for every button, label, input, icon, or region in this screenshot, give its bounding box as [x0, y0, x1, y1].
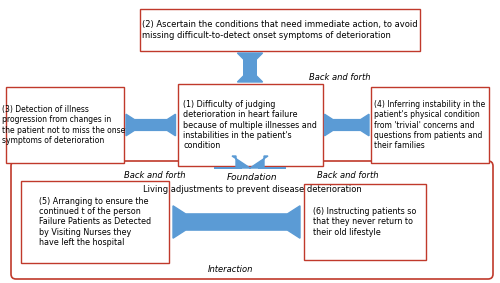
FancyBboxPatch shape	[178, 84, 322, 166]
Text: (2) Ascertain the conditions that need immediate action, to avoid
missing diffic: (2) Ascertain the conditions that need i…	[142, 20, 418, 40]
Text: (6) Instructing patients so
that they never return to
their old lifestyle: (6) Instructing patients so that they ne…	[314, 207, 416, 237]
FancyBboxPatch shape	[6, 87, 124, 163]
Text: Living adjustments to prevent disease deterioration: Living adjustments to prevent disease de…	[142, 185, 362, 194]
Polygon shape	[126, 114, 176, 136]
Text: Interaction: Interaction	[208, 265, 252, 275]
Text: (3) Detection of illness
progression from changes in
the patient not to miss the: (3) Detection of illness progression fro…	[2, 105, 128, 145]
FancyBboxPatch shape	[11, 161, 493, 279]
Text: Back and forth: Back and forth	[318, 170, 379, 179]
FancyBboxPatch shape	[304, 184, 426, 260]
Polygon shape	[173, 206, 300, 238]
Text: (5) Arranging to ensure the
continued t of the person
Failure Patients as Detect: (5) Arranging to ensure the continued t …	[39, 197, 151, 247]
Polygon shape	[238, 53, 262, 82]
FancyBboxPatch shape	[371, 87, 489, 163]
FancyBboxPatch shape	[140, 9, 420, 51]
Text: Back and forth: Back and forth	[124, 170, 186, 179]
Text: Foundation: Foundation	[226, 173, 278, 183]
FancyBboxPatch shape	[21, 181, 169, 263]
Text: (4) Inferring instability in the
patient's physical condition
from 'trivial' con: (4) Inferring instability in the patient…	[374, 100, 486, 150]
Polygon shape	[324, 114, 369, 136]
Text: Back and forth: Back and forth	[309, 72, 371, 82]
Polygon shape	[214, 156, 286, 168]
Text: (1) Difficulty of judging
deterioration in heart failure
because of multiple ill: (1) Difficulty of judging deterioration …	[183, 100, 317, 150]
